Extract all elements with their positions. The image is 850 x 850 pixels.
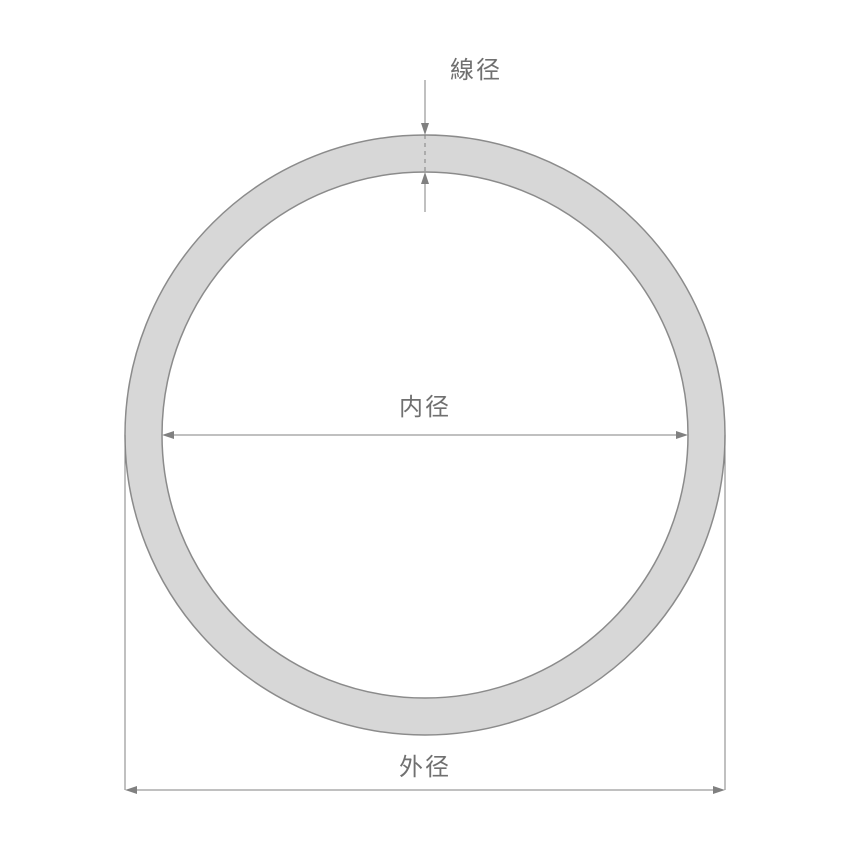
thickness-lower-arrowhead: [421, 172, 429, 184]
inner-diameter-arrow-right: [676, 431, 688, 439]
thickness-upper-arrowhead: [421, 123, 429, 135]
inner-diameter-label: 内径: [399, 394, 451, 421]
outer-diameter-arrow-left: [125, 786, 137, 794]
outer-diameter-label: 外径: [399, 754, 451, 781]
inner-diameter-arrow-left: [162, 431, 174, 439]
thickness-label: 線径: [450, 57, 502, 84]
outer-diameter-arrow-right: [713, 786, 725, 794]
